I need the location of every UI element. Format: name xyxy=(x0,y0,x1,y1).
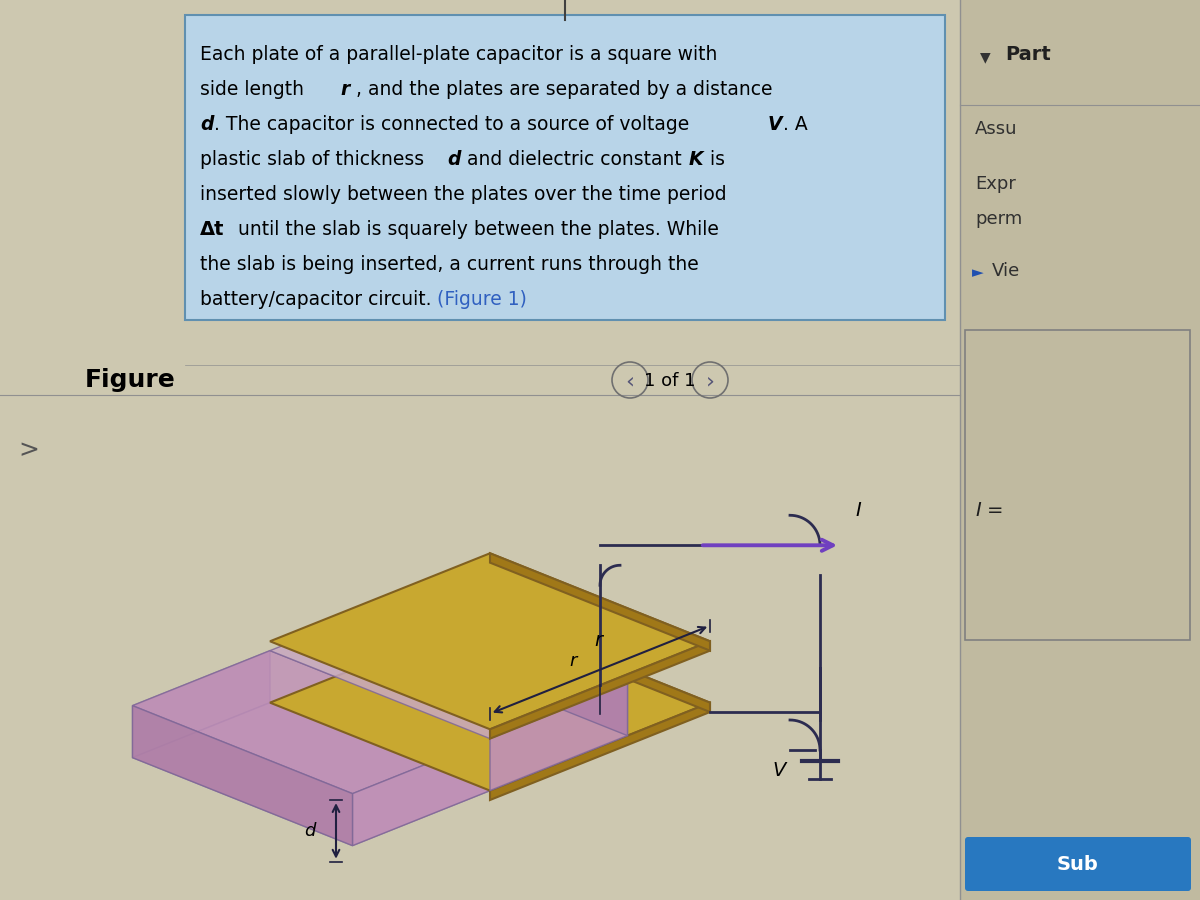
Polygon shape xyxy=(353,739,490,846)
Text: . A: . A xyxy=(784,115,808,134)
Text: ►: ► xyxy=(972,265,984,280)
Text: perm: perm xyxy=(974,210,1022,228)
Text: (Figure 1): (Figure 1) xyxy=(437,290,527,309)
FancyBboxPatch shape xyxy=(965,837,1190,891)
Polygon shape xyxy=(270,596,628,739)
Text: . The capacitor is connected to a source of voltage: . The capacitor is connected to a source… xyxy=(214,115,695,134)
Polygon shape xyxy=(408,596,628,735)
Text: $r$: $r$ xyxy=(594,631,606,650)
Text: is: is xyxy=(704,150,725,169)
Polygon shape xyxy=(132,703,490,846)
Text: $I$ =: $I$ = xyxy=(974,500,1003,519)
Polygon shape xyxy=(132,706,353,846)
Text: battery/capacitor circuit.: battery/capacitor circuit. xyxy=(200,290,438,309)
FancyBboxPatch shape xyxy=(960,0,1200,900)
Text: ›: › xyxy=(706,371,714,391)
Text: r: r xyxy=(340,80,349,99)
Text: until the slab is squarely between the plates. While: until the slab is squarely between the p… xyxy=(232,220,719,239)
Text: d: d xyxy=(200,115,214,134)
Text: Assu: Assu xyxy=(974,120,1018,138)
Text: Δt: Δt xyxy=(200,220,224,239)
Text: and dielectric constant: and dielectric constant xyxy=(461,150,688,169)
FancyBboxPatch shape xyxy=(185,15,946,320)
Polygon shape xyxy=(270,615,710,790)
Polygon shape xyxy=(132,651,490,794)
Text: inserted slowly between the plates over the time period: inserted slowly between the plates over … xyxy=(200,185,727,204)
Text: Expr: Expr xyxy=(974,175,1016,193)
Text: ▼: ▼ xyxy=(980,50,991,64)
Text: 1 of 1: 1 of 1 xyxy=(644,372,696,390)
Text: $V$: $V$ xyxy=(772,760,788,779)
Text: side length: side length xyxy=(200,80,310,99)
Text: plastic slab of thickness: plastic slab of thickness xyxy=(200,150,430,169)
Text: V: V xyxy=(768,115,782,134)
Text: d: d xyxy=(446,150,461,169)
Polygon shape xyxy=(270,554,710,729)
Polygon shape xyxy=(490,642,710,739)
Text: >: > xyxy=(18,438,38,462)
Text: $r$: $r$ xyxy=(569,652,580,670)
Polygon shape xyxy=(490,615,710,712)
FancyBboxPatch shape xyxy=(965,330,1190,640)
Text: Vie: Vie xyxy=(992,262,1020,280)
Polygon shape xyxy=(490,554,710,651)
Text: Sub: Sub xyxy=(1057,854,1099,874)
Text: Each plate of a parallel-plate capacitor is a square with: Each plate of a parallel-plate capacitor… xyxy=(200,45,718,64)
Text: Figure: Figure xyxy=(85,368,175,392)
Polygon shape xyxy=(132,651,270,758)
Text: ‹: ‹ xyxy=(625,371,635,391)
Text: $I$: $I$ xyxy=(854,501,863,520)
Text: , and the plates are separated by a distance: , and the plates are separated by a dist… xyxy=(356,80,773,99)
Text: $d$: $d$ xyxy=(305,822,318,840)
Text: K: K xyxy=(689,150,703,169)
Text: Part: Part xyxy=(1006,45,1051,64)
Polygon shape xyxy=(490,684,628,790)
Polygon shape xyxy=(490,703,710,800)
Text: the slab is being inserted, a current runs through the: the slab is being inserted, a current ru… xyxy=(200,255,698,274)
